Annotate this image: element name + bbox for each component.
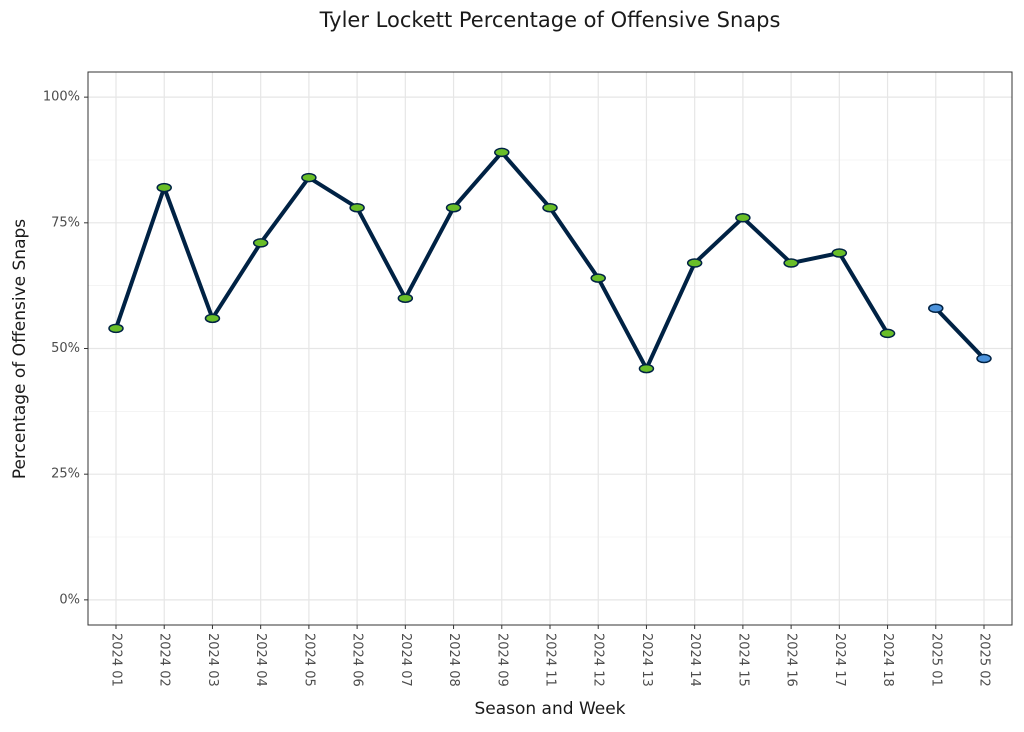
x-tick-label: 2024 12 [591, 633, 606, 687]
point-marker [831, 248, 848, 258]
x-axis-title: Season and Week [474, 699, 625, 719]
x-tick-label: 2024 15 [735, 633, 750, 687]
point-marker [590, 273, 606, 283]
point-marker [445, 202, 462, 213]
x-tick-label: 2024 08 [446, 633, 461, 687]
point-marker [204, 313, 221, 324]
y-tick-label: 75% [51, 215, 80, 230]
chart-title: Tyler Lockett Percentage of Offensive Sn… [319, 8, 781, 32]
point-marker [156, 182, 172, 193]
point-marker [783, 258, 799, 268]
x-tick-label: 2024 11 [543, 633, 558, 687]
y-tick-label: 50% [51, 341, 80, 356]
point-marker [252, 238, 269, 248]
x-tick-label: 2025 01 [928, 633, 943, 687]
point-marker [397, 293, 414, 303]
x-tick-label: 2024 05 [301, 633, 316, 687]
point-marker [928, 303, 944, 314]
point-marker [301, 172, 317, 183]
y-tick-label: 25% [51, 467, 80, 482]
x-tick-label: 2024 16 [784, 633, 799, 687]
point-marker [349, 202, 365, 213]
x-tick-label: 2024 06 [350, 633, 365, 687]
x-tick-label: 2024 02 [157, 633, 172, 687]
x-tick-label: 2024 09 [494, 633, 509, 687]
plot-border [87, 71, 1013, 626]
point-marker [542, 202, 558, 213]
point-marker [735, 213, 751, 223]
point-marker [494, 147, 510, 158]
x-tick-label: 2024 01 [109, 633, 124, 687]
point-marker [976, 353, 992, 364]
y-axis-title: Percentage of Offensive Snaps [10, 219, 30, 479]
x-tick-label: 2024 07 [398, 633, 413, 687]
x-tick-label: 2024 13 [639, 633, 654, 687]
x-tick-label: 2024 14 [687, 633, 702, 687]
y-tick-label: 100% [43, 90, 80, 105]
x-tick-label: 2024 04 [253, 633, 268, 687]
series-line [934, 306, 986, 360]
point-marker [686, 258, 703, 268]
x-tick-label: 2025 02 [977, 633, 992, 687]
x-tick-label: 2024 17 [832, 633, 847, 687]
point-marker [638, 363, 655, 374]
point-marker [879, 328, 896, 339]
x-tick-label: 2024 18 [880, 633, 895, 687]
point-marker [108, 323, 124, 334]
y-tick-label: 0% [59, 592, 80, 607]
x-tick-label: 2024 03 [205, 633, 220, 687]
